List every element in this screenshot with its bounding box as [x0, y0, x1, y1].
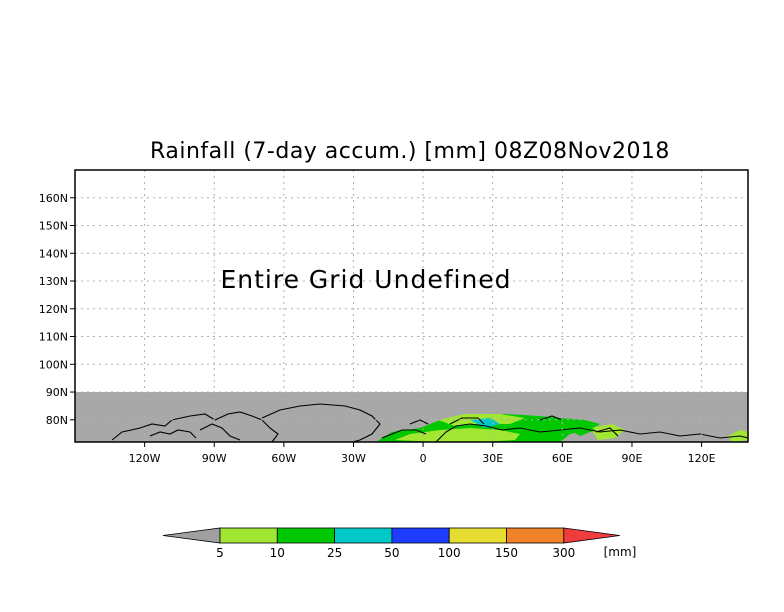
- colorbar-unit-label: [mm]: [604, 545, 637, 559]
- lon-tick-label: 90E: [621, 452, 642, 465]
- lat-tick-label: 160N: [39, 192, 68, 205]
- coastline-baffin: [199, 423, 241, 441]
- coastline-novaya-zemlya: [449, 417, 485, 425]
- lat-tick-label: 80N: [46, 414, 68, 427]
- lon-tick-label: 120W: [129, 452, 161, 465]
- colorbar-bin: [334, 527, 393, 544]
- lat-tick-label: 90N: [46, 386, 68, 399]
- lat-tick-label: 150N: [39, 220, 68, 233]
- chart-title: Rainfall (7-day accum.) [mm] 08Z08Nov201…: [150, 139, 670, 164]
- colorbar-under-triangle: [162, 527, 221, 544]
- lon-tick-label: 90W: [202, 452, 227, 465]
- colorbar-label: 100: [438, 546, 461, 560]
- lon-tick-label: 120E: [688, 452, 716, 465]
- colorbar-label: 150: [495, 546, 518, 560]
- colorbar-label: 50: [384, 546, 399, 560]
- coastline-greenland: [261, 403, 381, 443]
- map-gridlines: [70, 170, 748, 447]
- rain-patch-lightgreen: [395, 428, 520, 442]
- coastline-svalbard: [409, 419, 429, 425]
- rain-patch-lightgreen: [590, 424, 625, 440]
- lat-tick-label: 110N: [39, 331, 68, 344]
- colorbar-label: 300: [552, 546, 575, 560]
- colorbar-label: 5: [216, 546, 224, 560]
- lat-tick-label: 130N: [39, 275, 68, 288]
- colorbar-bin: [506, 527, 565, 544]
- coastline-north-america: [111, 411, 279, 443]
- lat-tick-label: 140N: [39, 247, 68, 260]
- coastline-arctic-islands: [149, 429, 197, 439]
- rain-patch-cyan: [470, 418, 500, 428]
- coastline-iceland-scandinavia: [381, 429, 427, 439]
- coastline-eurasia: [435, 423, 749, 443]
- lat-tick-label: 120N: [39, 303, 68, 316]
- colorbar-bin: [391, 527, 450, 544]
- latitude-labels: 160N 150N 140N 130N 120N 110N 100N 90N 80N: [39, 192, 68, 427]
- coastline-severnaya-zemlya: [539, 415, 563, 421]
- colorbar: 5 10 25 50 100 150 300: [162, 527, 620, 560]
- rain-patch-green: [560, 422, 595, 436]
- coastline-new-siberian-islands: [595, 427, 619, 437]
- coastlines: [111, 403, 749, 443]
- colorbar-bin: [448, 527, 507, 544]
- lon-tick-label: 30W: [341, 452, 366, 465]
- lon-tick-label: 60E: [552, 452, 573, 465]
- lon-tick-label: 30E: [482, 452, 503, 465]
- rainfall-patches: [376, 414, 748, 442]
- lat-tick-label: 100N: [39, 358, 68, 371]
- longitude-labels: 120W 90W 60W 30W 0 30E 60E 90E 120E: [129, 452, 716, 465]
- colorbar-bin: [219, 527, 278, 544]
- lon-tick-label: 0: [420, 452, 427, 465]
- map-frame: [74, 169, 749, 443]
- colorbar-label: 10: [270, 546, 285, 560]
- lon-tick-label: 60W: [271, 452, 296, 465]
- undefined-grid-message: Entire Grid Undefined: [220, 265, 511, 294]
- colorbar-over-triangle: [563, 527, 620, 544]
- colorbar-bin: [276, 527, 335, 544]
- colorbar-label: 25: [327, 546, 342, 560]
